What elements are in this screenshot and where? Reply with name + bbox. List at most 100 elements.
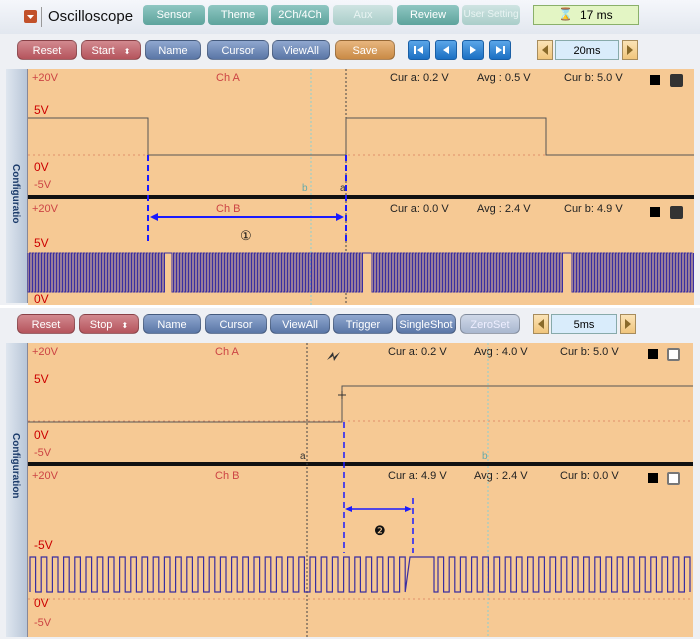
top-chb-0v-label: 0V bbox=[34, 292, 49, 306]
tab-theme[interactable]: Theme bbox=[208, 5, 268, 25]
bottom-chb-cur-a: Cur a: 4.9 V bbox=[388, 470, 447, 482]
bottom-cha-top-label: +20V bbox=[32, 346, 58, 358]
bottom-cha-color-swatch[interactable] bbox=[648, 349, 658, 359]
top-cha-neg5v-label: -5V bbox=[34, 179, 52, 191]
cursor-button[interactable]: Cursor bbox=[207, 40, 269, 60]
bottom-chb-cur-b: Cur b: 0.0 V bbox=[560, 470, 619, 482]
timer-value: 17 ms bbox=[580, 8, 613, 22]
tab-review[interactable]: Review bbox=[397, 5, 459, 25]
title-divider bbox=[41, 7, 42, 27]
bottom-stop-label: Stop bbox=[89, 319, 113, 331]
top-cha-name: Ch A bbox=[216, 72, 240, 84]
timebase-decrease-button[interactable] bbox=[537, 40, 553, 60]
bottom-chb-top-label: +20V bbox=[32, 470, 58, 482]
singleshot-button[interactable]: SingleShot bbox=[396, 314, 456, 334]
first-frame-button[interactable] bbox=[408, 40, 430, 60]
start-label: Start bbox=[91, 45, 115, 57]
bottom-arrow-left-icon bbox=[538, 319, 544, 329]
top-chb-5v-label: 5V bbox=[34, 236, 49, 250]
bottom-timebase-decrease-button[interactable] bbox=[533, 314, 549, 334]
bottom-chb-name: Ch B bbox=[215, 470, 240, 482]
tab-user-setting[interactable]: User Setting bbox=[462, 5, 520, 25]
timebase-increase-button[interactable] bbox=[622, 40, 638, 60]
top-cha-0v-label: 0V bbox=[34, 160, 49, 174]
arrow-right-icon bbox=[627, 45, 633, 55]
top-chb-toggle[interactable] bbox=[670, 206, 683, 219]
top-annotation-label: ① bbox=[240, 228, 252, 243]
bottom-cha-cur-b: Cur b: 5.0 V bbox=[560, 346, 619, 358]
top-chb-cur-b: Cur b: 4.9 V bbox=[564, 203, 623, 215]
viewall-button[interactable]: ViewAll bbox=[272, 40, 330, 60]
bottom-config-sidebar[interactable]: Configuration bbox=[6, 343, 28, 637]
top-chb-cur-a: Cur a: 0.0 V bbox=[390, 203, 449, 215]
top-cha-5v-label: 5V bbox=[34, 103, 49, 117]
arrow-left-icon bbox=[542, 45, 548, 55]
bottom-viewall-button[interactable]: ViewAll bbox=[270, 314, 330, 334]
top-plot-divider bbox=[28, 195, 694, 199]
play-icon bbox=[470, 46, 476, 54]
bottom-cha-5v-label: 5V bbox=[34, 372, 49, 386]
bottom-reset-button[interactable]: Reset bbox=[17, 314, 75, 334]
tab-2ch4ch[interactable]: 2Ch/4Ch bbox=[271, 5, 329, 25]
bottom-chb-neg5v-mid-label: -5V bbox=[34, 538, 53, 552]
top-chb-name: Ch B bbox=[216, 203, 241, 215]
bottom-cha-name: Ch A bbox=[215, 346, 239, 358]
bottom-chb-0v-label: 0V bbox=[34, 596, 49, 610]
updown-icon: ⬍ bbox=[123, 47, 131, 56]
save-button[interactable]: Save bbox=[335, 40, 395, 60]
bottom-annotation-label: ❷ bbox=[374, 523, 386, 538]
timebase-field[interactable]: 20ms bbox=[555, 40, 619, 60]
bottom-chb-toggle[interactable] bbox=[667, 472, 680, 485]
title-bar: Oscilloscope Sensor Theme 2Ch/4Ch Aux Re… bbox=[0, 0, 700, 35]
bottom-cha-avg: Avg : 4.0 V bbox=[474, 346, 528, 358]
bottom-chb-color-swatch[interactable] bbox=[648, 473, 658, 483]
top-cha-toggle[interactable] bbox=[670, 74, 683, 87]
bottom-chb-neg5v-label: -5V bbox=[34, 617, 52, 629]
zeroset-button[interactable]: ZeroSet bbox=[460, 314, 520, 334]
next-frame-button[interactable] bbox=[462, 40, 484, 60]
reset-button[interactable]: Reset bbox=[17, 40, 77, 60]
bottom-channel-a-plot bbox=[28, 343, 693, 462]
prev-frame-button[interactable] bbox=[435, 40, 457, 60]
top-chb-color-swatch[interactable] bbox=[650, 207, 660, 217]
bottom-name-button[interactable]: Name bbox=[143, 314, 201, 334]
timer-display: ⌛ 17 ms bbox=[533, 5, 639, 25]
bottom-timebase-increase-button[interactable] bbox=[620, 314, 636, 334]
trigger-button[interactable]: Trigger bbox=[333, 314, 393, 334]
config-sidebar[interactable]: Configuratio bbox=[6, 69, 28, 303]
top-cha-color-swatch[interactable] bbox=[650, 75, 660, 85]
bottom-cha-0v-label: 0V bbox=[34, 428, 49, 442]
bottom-timebase-field[interactable]: 5ms bbox=[551, 314, 617, 334]
top-cha-cur-a: Cur a: 0.2 V bbox=[390, 72, 449, 84]
top-cha-avg: Avg : 0.5 V bbox=[477, 72, 531, 84]
app-menu-icon[interactable] bbox=[24, 10, 37, 23]
bottom-stop-button[interactable]: Stop ⬍ bbox=[79, 314, 139, 334]
bottom-cursor-button[interactable]: Cursor bbox=[205, 314, 267, 334]
app-title: Oscilloscope bbox=[48, 8, 134, 25]
start-button[interactable]: Start ⬍ bbox=[81, 40, 141, 60]
name-button[interactable]: Name bbox=[145, 40, 201, 60]
tab-aux[interactable]: Aux bbox=[333, 5, 393, 25]
config-sidebar-label: Configuratio bbox=[10, 164, 21, 224]
bottom-updown-icon: ⬍ bbox=[121, 321, 129, 330]
top-channel-a-plot bbox=[28, 69, 694, 195]
bottom-plot-divider bbox=[28, 462, 693, 466]
top-chb-avg: Avg : 2.4 V bbox=[477, 203, 531, 215]
top-cha-top-label: +20V bbox=[32, 72, 58, 84]
bottom-arrow-right-icon bbox=[625, 319, 631, 329]
bottom-channel-b-plot bbox=[28, 466, 693, 637]
last-frame-button[interactable] bbox=[489, 40, 511, 60]
bottom-cha-toggle[interactable] bbox=[667, 348, 680, 361]
screenshot-separator bbox=[0, 305, 700, 308]
skip-end-icon bbox=[496, 46, 505, 54]
top-screenshot: Oscilloscope Sensor Theme 2Ch/4Ch Aux Re… bbox=[0, 0, 700, 306]
prev-icon bbox=[443, 46, 449, 54]
bottom-cha-cur-a: Cur a: 0.2 V bbox=[388, 346, 447, 358]
top-chb-top-label: +20V bbox=[32, 203, 58, 215]
skip-start-icon bbox=[414, 46, 423, 54]
hourglass-icon: ⌛ bbox=[558, 7, 573, 21]
bottom-chb-avg: Avg : 2.4 V bbox=[474, 470, 528, 482]
bottom-screenshot: Reset Stop ⬍ Name Cursor ViewAll Trigger… bbox=[0, 308, 700, 639]
bottom-cha-neg5v-label: -5V bbox=[34, 447, 52, 459]
tab-sensor[interactable]: Sensor bbox=[143, 5, 205, 25]
